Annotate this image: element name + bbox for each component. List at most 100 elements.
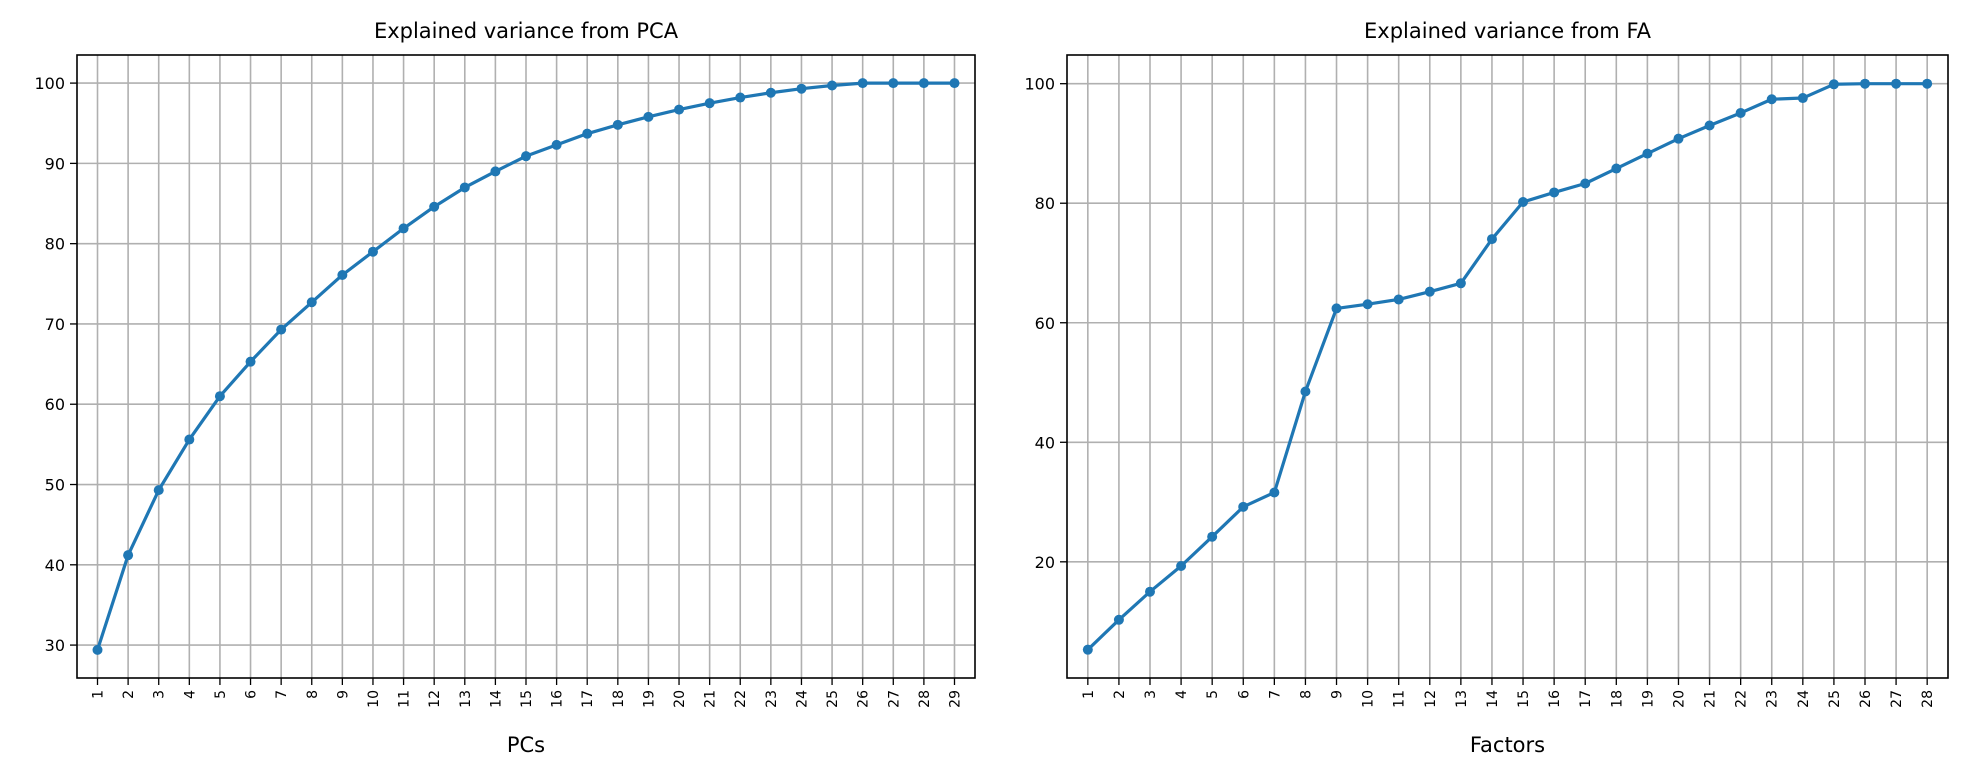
x-tick-label: 25 <box>1827 690 1843 708</box>
x-tick-label: 4 <box>182 690 198 699</box>
series-markers <box>1082 78 1933 655</box>
data-point <box>1580 178 1591 189</box>
x-tick-label: 15 <box>519 690 535 708</box>
grid <box>1067 55 1948 678</box>
data-point <box>704 98 715 109</box>
x-tick-label: 19 <box>641 690 657 708</box>
data-point <box>1082 644 1093 655</box>
x-tick-label: 15 <box>1516 690 1532 708</box>
x-axis-label: Factors <box>1470 733 1545 757</box>
x-tick-label: 26 <box>856 690 872 708</box>
data-point <box>245 356 256 367</box>
axes-frame <box>1066 54 1949 679</box>
x-tick-label: 10 <box>366 690 382 708</box>
x-tick-label: 10 <box>1361 690 1377 708</box>
x-axis-label: PCs <box>507 733 545 757</box>
x-tick-label: 12 <box>427 690 443 708</box>
data-point <box>1486 234 1497 245</box>
chart-title: Explained variance from PCA <box>374 19 679 43</box>
data-point <box>1269 487 1280 498</box>
x-tick-label: 28 <box>917 690 933 708</box>
y-tick-label: 100 <box>34 74 65 93</box>
y-tick-label: 40 <box>1035 433 1055 452</box>
data-point <box>1828 79 1839 90</box>
data-point <box>827 80 838 91</box>
x-tick-label: 16 <box>1547 690 1563 708</box>
x-tick-label: 23 <box>1765 690 1781 708</box>
x-tick-label: 18 <box>1609 690 1625 708</box>
x-tick-label: 20 <box>1671 690 1687 708</box>
x-tick-label: 22 <box>733 690 749 708</box>
x-tick-label: 5 <box>213 690 229 699</box>
y-tick-label: 90 <box>45 154 65 173</box>
y-tick-label: 30 <box>45 636 65 655</box>
x-axis: 1 2 3 4 5 6 7 8 9 10 11 12 13 14 15 16 17 18 19 20 21 22 23 24 2… <box>91 678 963 708</box>
data-point <box>306 297 317 308</box>
x-axis: 1 2 3 4 5 6 7 8 9 10 11 12 13 14 15 16 17 18 19 20 21 22 23 24 2… <box>1081 678 1936 708</box>
data-point <box>1642 148 1653 159</box>
x-tick-label: 2 <box>1112 690 1128 699</box>
data-point <box>735 92 746 103</box>
y-tick-label: 80 <box>45 235 65 254</box>
data-point <box>918 78 929 89</box>
x-tick-label: 9 <box>1330 690 1346 699</box>
data-point <box>1673 133 1684 144</box>
x-tick-label: 9 <box>335 690 351 699</box>
x-tick-label: 6 <box>1236 690 1252 699</box>
data-point <box>551 139 562 150</box>
x-tick-label: 4 <box>1174 690 1190 699</box>
data-point <box>276 324 287 335</box>
x-tick-label: 6 <box>244 690 260 699</box>
data-point <box>490 166 501 177</box>
data-point <box>1113 614 1124 625</box>
y-tick-label: 50 <box>45 476 65 495</box>
y-tick-label: 70 <box>45 315 65 334</box>
x-tick-label: 24 <box>1796 690 1812 708</box>
data-point <box>1424 286 1435 297</box>
x-tick-label: 12 <box>1423 690 1439 708</box>
data-point <box>1145 586 1156 597</box>
axes-frame <box>76 54 976 679</box>
data-point <box>674 104 685 115</box>
data-point <box>459 182 470 193</box>
data-point <box>1735 107 1746 118</box>
x-tick-label: 7 <box>1267 690 1283 699</box>
grid <box>77 55 975 678</box>
x-tick-label: 3 <box>1143 690 1159 699</box>
x-tick-label: 16 <box>550 690 566 708</box>
data-point <box>1176 560 1187 571</box>
data-point <box>1455 278 1466 289</box>
data-point <box>949 78 960 89</box>
data-point <box>123 550 134 561</box>
x-tick-label: 23 <box>764 690 780 708</box>
x-tick-label: 17 <box>1578 690 1594 708</box>
x-tick-label: 21 <box>1703 690 1719 708</box>
data-point <box>1611 163 1622 174</box>
x-tick-label: 11 <box>397 690 413 708</box>
series-line <box>1086 82 1928 651</box>
data-point <box>521 151 531 162</box>
y-tick-label: 40 <box>45 556 65 575</box>
x-tick-label: 27 <box>886 690 902 708</box>
x-tick-label: 20 <box>672 690 688 708</box>
data-point <box>888 78 899 89</box>
x-tick-label: 13 <box>1454 690 1470 708</box>
x-tick-label: 21 <box>703 690 719 708</box>
data-point <box>1518 197 1529 208</box>
y-axis: 30 40 50 60 70 80 90 100 <box>34 74 77 655</box>
data-point <box>1331 303 1342 314</box>
data-point <box>337 269 348 280</box>
data-point <box>1549 187 1560 198</box>
data-point <box>765 87 776 98</box>
x-tick-label: 1 <box>1081 690 1097 699</box>
data-point <box>1362 299 1373 310</box>
data-point <box>582 128 593 139</box>
x-tick-label: 14 <box>1485 690 1501 708</box>
x-tick-label: 25 <box>825 690 841 708</box>
y-axis: 20 40 60 80 100 <box>1024 75 1067 572</box>
data-point <box>184 434 195 445</box>
x-tick-label: 19 <box>1640 690 1656 708</box>
chart-title: Explained variance from FA <box>1364 19 1652 43</box>
x-tick-label: 27 <box>1889 690 1905 708</box>
